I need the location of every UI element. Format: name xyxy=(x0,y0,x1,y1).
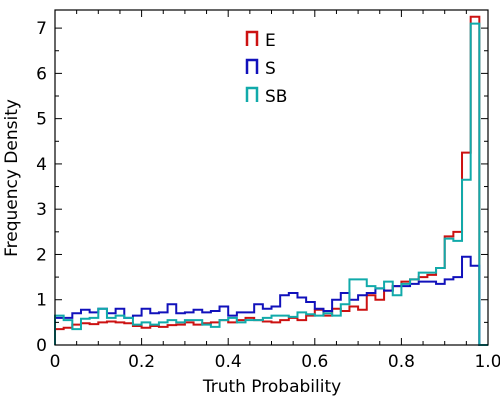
x-tick-label: 0.4 xyxy=(215,352,242,372)
legend-label-s: S xyxy=(265,59,276,79)
y-tick-label: 5 xyxy=(36,110,47,130)
axis-ticks: 0 0.2 0.4 0.6 0.8 1.0 0 1 2 3 4 5 6 7 xyxy=(36,10,500,372)
legend-swatch-sb xyxy=(245,86,259,102)
legend-label-sb: SB xyxy=(265,87,287,107)
y-tick-label: 3 xyxy=(36,200,47,220)
x-tick-label: 0.6 xyxy=(301,352,328,372)
series-line-sb xyxy=(54,22,488,346)
series-layer xyxy=(54,15,488,346)
y-tick-label: 1 xyxy=(36,291,47,311)
x-axis-title: Truth Probability xyxy=(202,377,341,397)
x-tick-label: 0.8 xyxy=(388,352,415,372)
x-tick-label: 0 xyxy=(50,352,61,372)
x-tick-label: 1.0 xyxy=(474,352,500,372)
legend-swatch-e xyxy=(245,30,259,46)
y-tick-label: 7 xyxy=(36,19,47,39)
y-tick-label: 4 xyxy=(36,155,47,175)
series-line-s xyxy=(54,255,488,346)
y-tick-label: 6 xyxy=(36,64,47,84)
x-tick-label: 0.2 xyxy=(128,352,155,372)
legend: ES SB xyxy=(245,30,287,107)
y-axis-title: Frequency Density xyxy=(2,99,22,257)
legend-label-e: E xyxy=(265,31,276,51)
legend-swatch-s xyxy=(245,58,259,74)
y-tick-label: 2 xyxy=(36,245,47,265)
y-tick-label: 0 xyxy=(36,336,47,356)
